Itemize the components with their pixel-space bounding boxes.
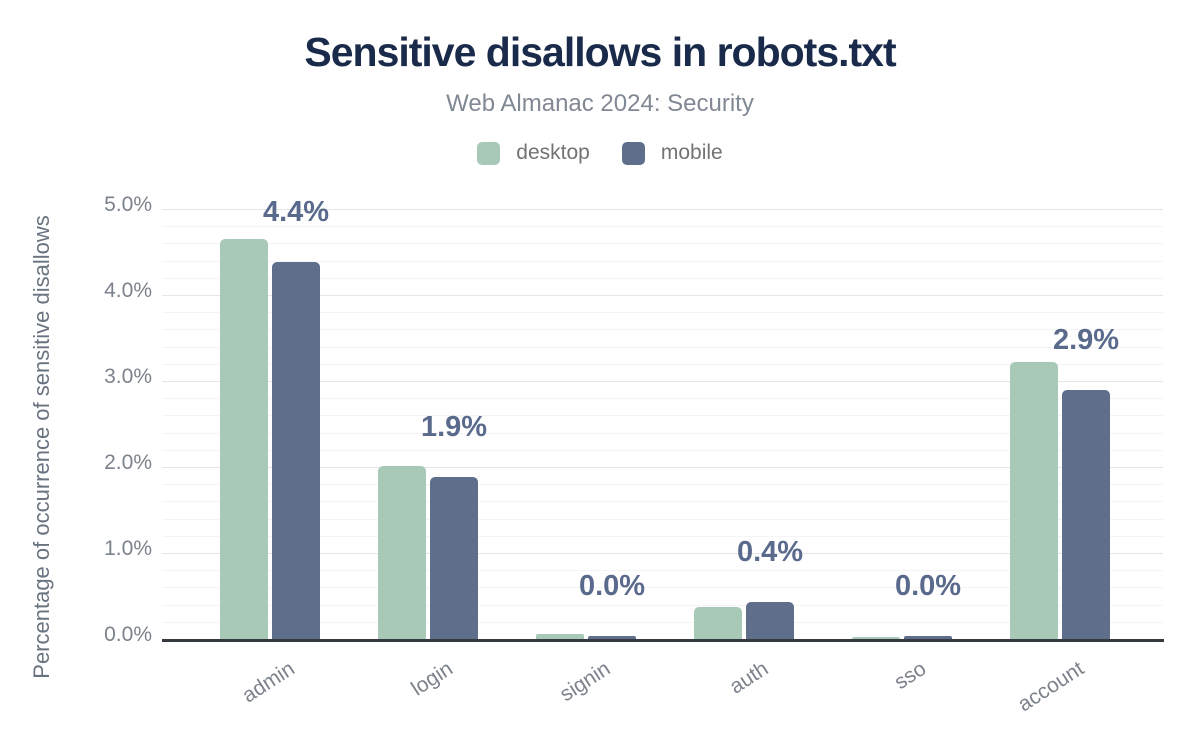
legend: desktop mobile — [0, 141, 1200, 165]
x-tick-label-sso: sso — [890, 657, 931, 695]
gridline-minor — [162, 226, 1163, 227]
bar-mobile-signin[interactable] — [588, 636, 636, 639]
bar-desktop-sso[interactable] — [852, 637, 900, 639]
gridline-minor — [162, 329, 1163, 330]
gridline-minor — [162, 261, 1163, 262]
legend-swatch-desktop-icon — [477, 141, 501, 165]
y-tick-label: 2.0% — [104, 451, 152, 474]
gridline-minor — [162, 347, 1163, 348]
gridline-minor — [162, 243, 1163, 244]
bar-desktop-auth[interactable] — [694, 607, 742, 639]
gridline-minor — [162, 450, 1163, 451]
x-axis-line — [162, 639, 1164, 642]
value-label-account: 2.9% — [1052, 324, 1120, 356]
gridline-minor — [162, 519, 1163, 520]
bar-mobile-account[interactable] — [1062, 390, 1110, 639]
legend-item-desktop[interactable]: desktop — [477, 141, 590, 165]
gridline-minor — [162, 398, 1163, 399]
x-tick-label-admin: admin — [238, 657, 299, 708]
gridline-minor — [162, 605, 1163, 606]
gridline-major — [162, 467, 1163, 468]
bar-mobile-sso[interactable] — [904, 636, 952, 639]
x-tick-label-signin: signin — [555, 657, 615, 707]
gridline-major — [162, 553, 1163, 554]
bar-mobile-login[interactable] — [430, 477, 478, 639]
bar-mobile-admin[interactable] — [272, 262, 320, 639]
gridline-minor — [162, 433, 1163, 434]
gridline-major — [162, 209, 1163, 210]
legend-label-mobile: mobile — [660, 141, 723, 164]
chart-title: Sensitive disallows in robots.txt — [304, 29, 896, 75]
gridline-minor — [162, 622, 1163, 623]
bar-mobile-auth[interactable] — [746, 602, 794, 639]
value-label-admin: 4.4% — [262, 196, 330, 228]
legend-label-desktop: desktop — [516, 141, 590, 164]
gridline-minor — [162, 278, 1163, 279]
gridline-minor — [162, 312, 1163, 313]
value-label-sso: 0.0% — [894, 570, 962, 602]
y-tick-label: 4.0% — [104, 279, 152, 302]
y-tick-label: 5.0% — [104, 193, 152, 216]
chart-subtitle: Web Almanac 2024: Security — [446, 90, 754, 117]
bar-desktop-admin[interactable] — [220, 239, 268, 639]
x-tick-label-login: login — [406, 657, 457, 701]
value-label-auth: 0.4% — [736, 536, 804, 568]
y-tick-label: 3.0% — [104, 365, 152, 388]
y-tick-label: 0.0% — [104, 623, 152, 646]
bar-desktop-login[interactable] — [378, 466, 426, 639]
gridline-minor — [162, 415, 1163, 416]
gridline-minor — [162, 536, 1163, 537]
legend-swatch-mobile-icon — [621, 141, 645, 165]
gridline-major — [162, 295, 1163, 296]
value-label-login: 1.9% — [420, 411, 488, 443]
bar-desktop-signin[interactable] — [536, 634, 584, 639]
bar-desktop-account[interactable] — [1010, 362, 1058, 639]
gridline-minor — [162, 484, 1163, 485]
y-tick-label: 1.0% — [104, 537, 152, 560]
legend-item-mobile[interactable]: mobile — [621, 141, 723, 165]
value-label-signin: 0.0% — [578, 570, 646, 602]
gridline-major — [162, 381, 1163, 382]
x-tick-label-account: account — [1014, 657, 1089, 717]
gridline-minor — [162, 364, 1163, 365]
x-tick-label-auth: auth — [725, 657, 773, 699]
gridline-minor — [162, 587, 1163, 588]
gridline-minor — [162, 501, 1163, 502]
gridline-minor — [162, 570, 1163, 571]
